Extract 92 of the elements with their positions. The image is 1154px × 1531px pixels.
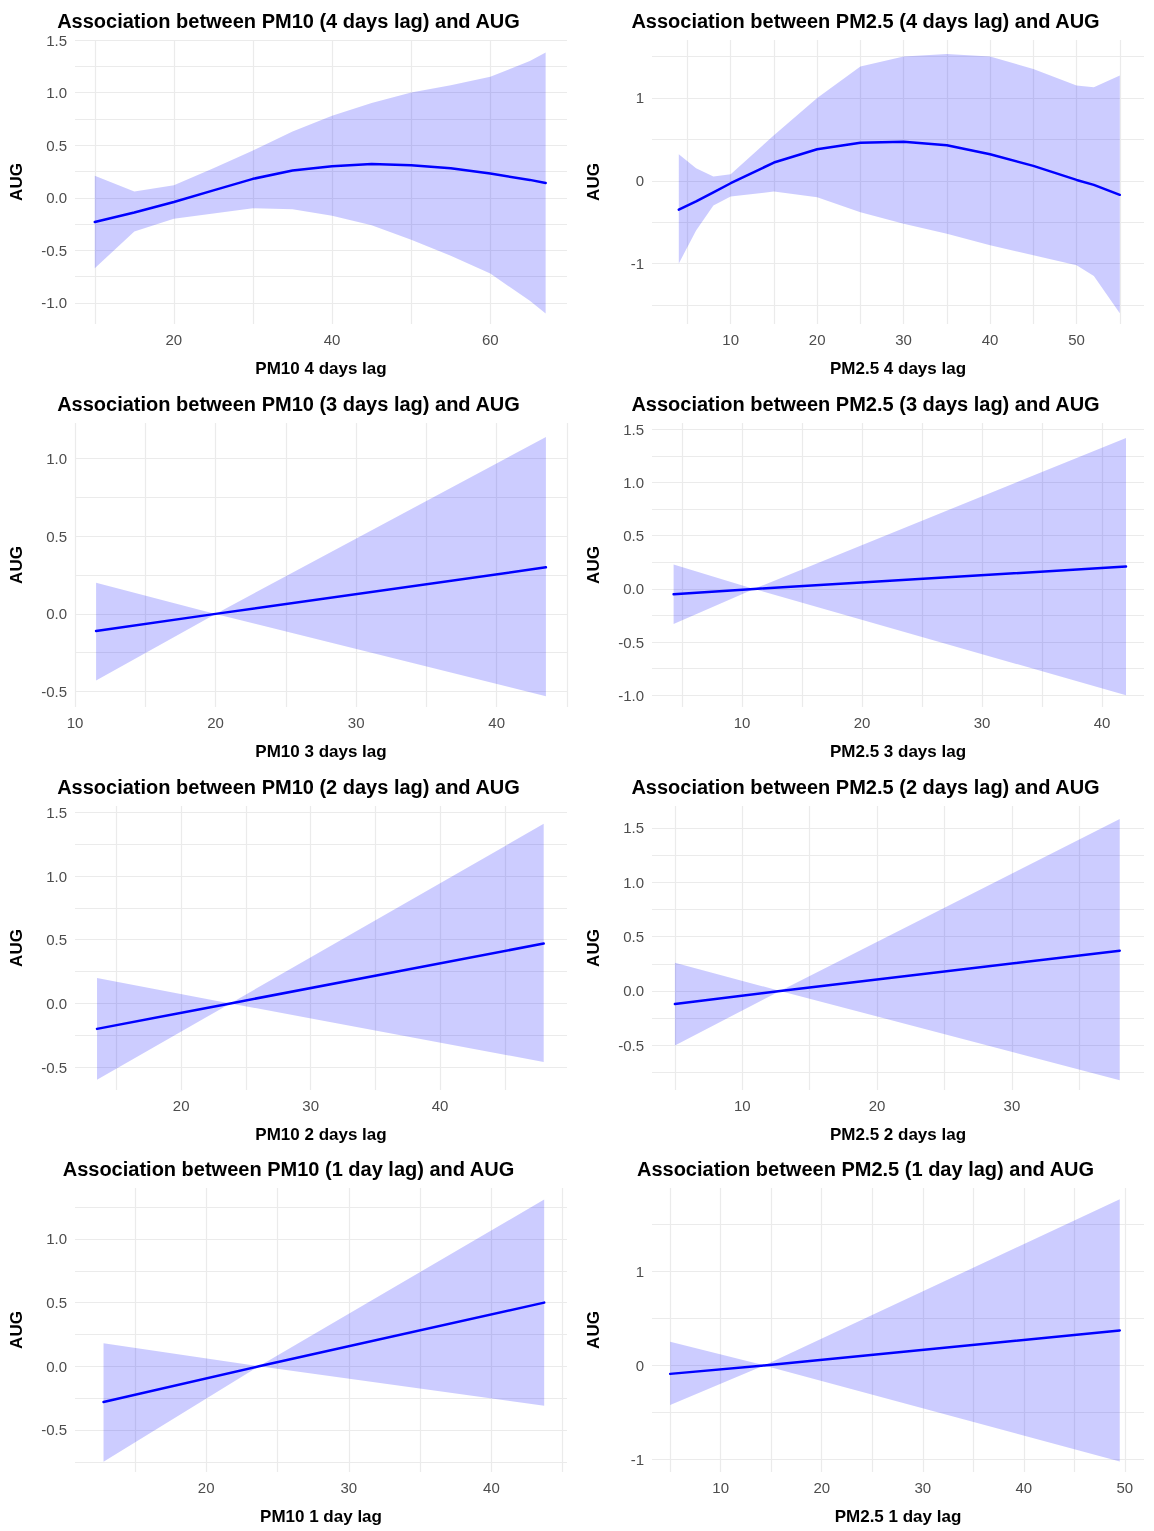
x-axis-title: PM10 2 days lag [255, 1124, 387, 1144]
chart-title: Association between PM10 (3 days lag) and AUG [57, 392, 520, 415]
y-tick-label: 0.0 [46, 189, 67, 207]
y-tick-label: 1.0 [46, 449, 67, 467]
y-tick-label: 1.0 [623, 873, 644, 891]
x-tick-label: 20 [172, 1096, 190, 1114]
x-axis-title: PM10 1 day lag [260, 1507, 382, 1527]
y-tick-label: 1.5 [623, 420, 644, 438]
y-axis-title: AUG [7, 1311, 26, 1350]
x-tick-label: 10 [66, 713, 84, 731]
y-axis-title: AUG [584, 545, 603, 584]
x-tick-label: 30 [340, 1479, 358, 1497]
chart-title: Association between PM10 (4 days lag) and AUG [57, 10, 520, 32]
chart-title: Association between PM10 (1 day lag) and AUG [62, 1158, 515, 1181]
y-tick-label: 1.0 [623, 473, 644, 491]
x-tick-label: 40 [323, 331, 341, 348]
y-tick-label: -0.5 [41, 1421, 67, 1439]
line-series [93, 162, 547, 224]
y-tick-label: 0.5 [46, 1294, 67, 1312]
y-tick-label: -1 [630, 1451, 644, 1469]
x-tick-label: 40 [431, 1096, 449, 1114]
y-axis-title: AUG [7, 545, 26, 584]
y-tick-label: 0.0 [46, 994, 67, 1012]
x-tick-label: 60 [481, 331, 499, 348]
line-series [677, 140, 1122, 211]
y-axis-title: AUG [7, 163, 26, 201]
x-tick-label: 30 [1003, 1096, 1021, 1114]
x-tick-label: 50 [1116, 1479, 1134, 1497]
x-tick-label: 10 [733, 713, 751, 731]
chart-title: Association between PM10 (2 days lag) and AUG [57, 775, 520, 798]
chart-title: Association between PM2.5 (3 days lag) and AUG [631, 392, 1100, 415]
x-tick-label: 50 [1068, 331, 1085, 348]
x-tick-label: 40 [1015, 1479, 1033, 1497]
chart-title: Association between PM2.5 (1 day lag) and AUG [636, 1158, 1095, 1181]
y-tick-label: 0.5 [623, 927, 644, 945]
x-tick-label: 20 [207, 713, 224, 731]
y-tick-label: 0.5 [623, 527, 644, 544]
y-tick-label: 0.0 [623, 580, 644, 598]
y-tick-label: 1.5 [46, 31, 67, 49]
x-tick-label: 30 [914, 1479, 932, 1497]
x-tick-label: 30 [973, 713, 991, 731]
x-tick-label: 40 [488, 713, 506, 731]
x-axis-title: PM2.5 2 days lag [829, 1124, 967, 1144]
y-tick-label: 1 [635, 1262, 644, 1280]
x-tick-label: 20 [868, 1096, 886, 1114]
x-tick-label: 40 [1093, 713, 1111, 731]
x-tick-label: 20 [853, 713, 871, 731]
x-axis-title: PM2.5 3 days lag [829, 741, 967, 761]
y-tick-label: -0.5 [618, 1036, 644, 1054]
x-tick-label: 30 [302, 1096, 319, 1114]
x-axis-title: PM2.5 1 day lag [834, 1507, 962, 1527]
y-tick-label: 0 [635, 172, 644, 190]
y-tick-label: -1.0 [41, 294, 67, 312]
y-tick-label: 0.0 [46, 605, 67, 623]
x-tick-label: 30 [895, 331, 912, 348]
y-tick-label: 1.0 [46, 867, 67, 885]
y-tick-label: -1.0 [618, 686, 644, 704]
y-tick-label: -1 [630, 255, 644, 273]
y-tick-label: 1.5 [623, 818, 644, 836]
x-tick-label: 10 [712, 1479, 730, 1497]
y-tick-label: -0.5 [41, 241, 67, 259]
y-axis-title: AUG [584, 163, 603, 201]
y-tick-label: 1.0 [46, 1230, 67, 1248]
x-tick-label: 20 [197, 1479, 215, 1497]
y-tick-label: 0.0 [46, 1358, 67, 1376]
y-tick-label: 1 [635, 89, 644, 107]
y-axis-title: AUG [7, 928, 26, 967]
y-tick-label: 0 [635, 1357, 644, 1375]
y-tick-label: 1.5 [46, 803, 67, 821]
x-tick-label: 30 [347, 713, 365, 731]
y-tick-label: 1.0 [46, 84, 67, 102]
x-tick-label: 10 [733, 1096, 751, 1114]
x-tick-label: 40 [483, 1479, 500, 1497]
x-tick-label: 20 [808, 331, 826, 348]
x-tick-label: 40 [981, 331, 999, 348]
chart-title: Association between PM2.5 (2 days lag) and AUG [631, 775, 1100, 798]
chart-title: Association between PM2.5 (4 days lag) and AUG [631, 10, 1100, 32]
x-axis-title: PM2.5 4 days lag [829, 359, 967, 378]
x-axis-title: PM10 4 days lag [255, 359, 387, 378]
x-tick-label: 20 [813, 1479, 831, 1497]
y-tick-label: 0.0 [623, 981, 644, 999]
y-tick-label: 0.5 [46, 527, 67, 545]
y-tick-label: 0.5 [46, 930, 67, 948]
x-tick-label: 10 [722, 331, 740, 348]
x-tick-label: 20 [165, 331, 183, 348]
x-axis-title: PM10 3 days lag [255, 741, 387, 761]
y-tick-label: -0.5 [41, 1058, 67, 1076]
y-tick-label: -0.5 [618, 633, 644, 651]
y-tick-label: 0.5 [46, 136, 67, 154]
y-axis-title: AUG [584, 928, 603, 967]
y-tick-label: -0.5 [41, 682, 67, 700]
y-axis-title: AUG [584, 1311, 603, 1350]
